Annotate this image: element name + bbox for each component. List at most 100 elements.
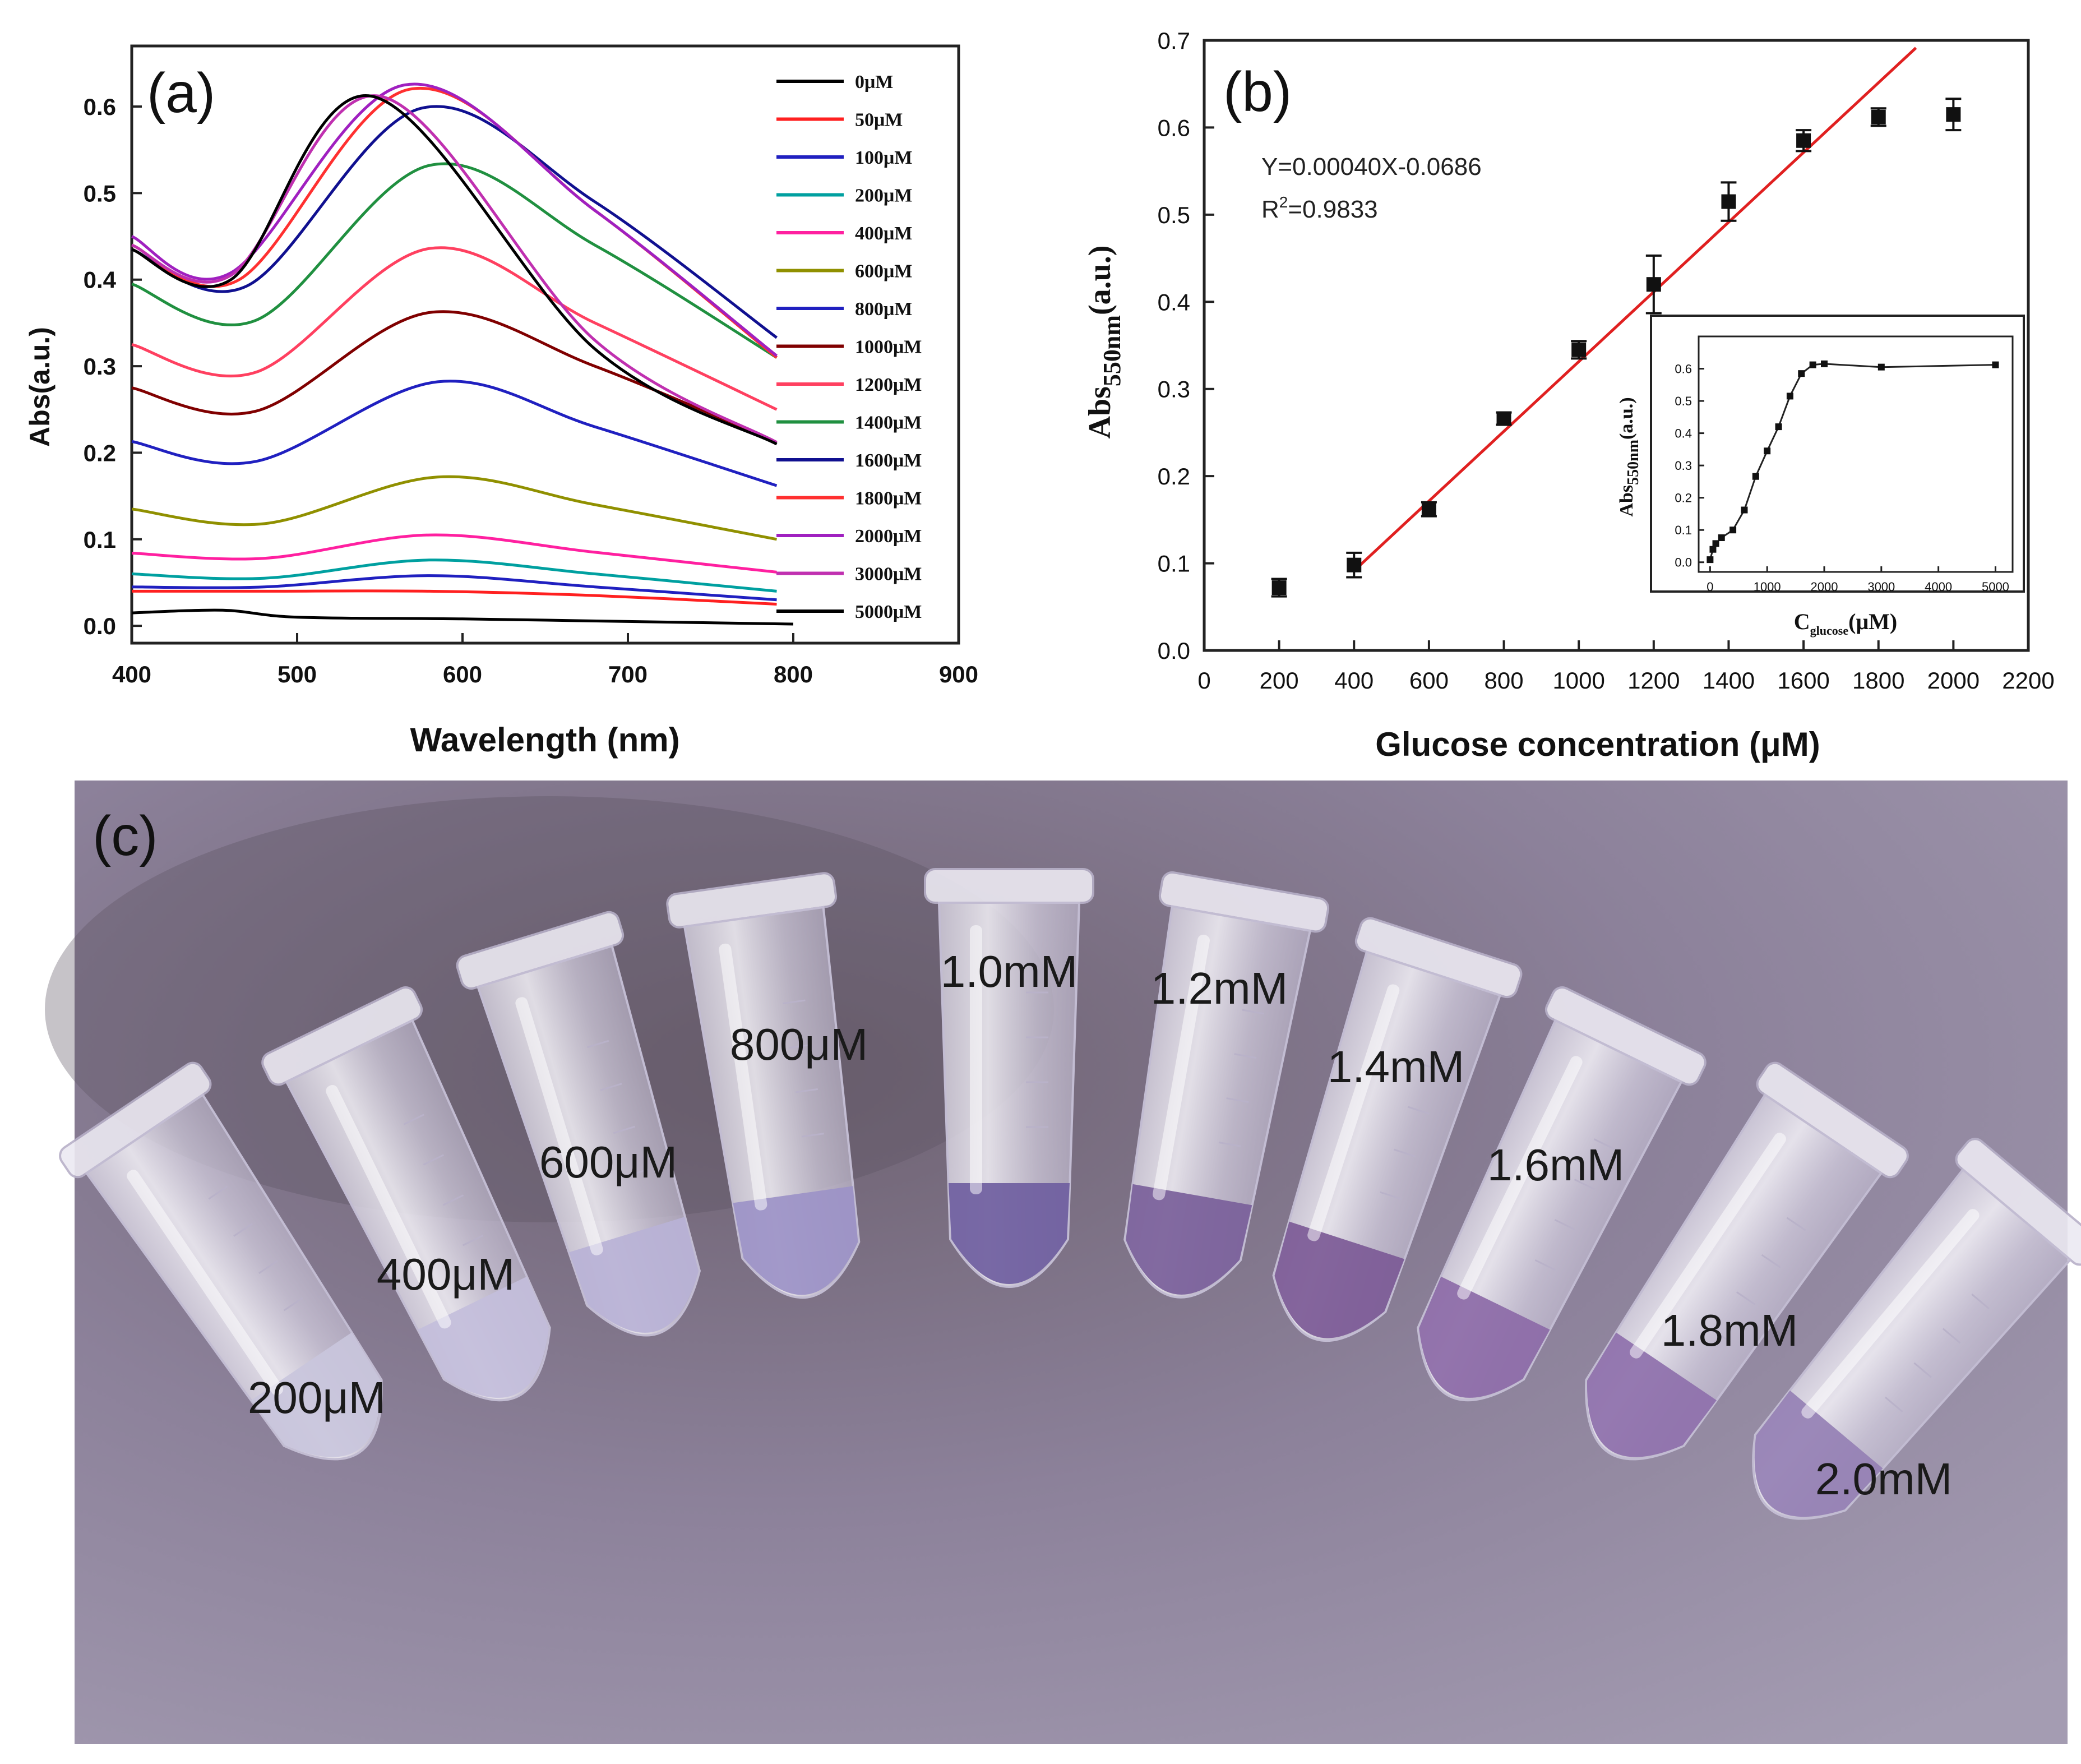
r2-prefix: R (1261, 196, 1279, 223)
tube-graduation (1534, 1259, 1556, 1271)
legend-label: 3000μM (855, 564, 922, 585)
y-tick-label: 0.4 (84, 267, 117, 293)
x-tick-label: 600 (1409, 667, 1449, 694)
inset-point (1712, 540, 1719, 547)
tube-graduation (1942, 1328, 1961, 1344)
tube-label: 200μM (248, 1373, 386, 1423)
y-tick-label: 0.5 (1158, 202, 1190, 228)
y-tick-label: 0.6 (1158, 114, 1190, 141)
panel-a-legend: 0μM 50μM 100μM 200μM 400μM 600μM 800μM 1000μM 12… (776, 72, 922, 622)
x-tick-label: 1600 (1777, 667, 1829, 694)
spectrum-line (131, 246, 778, 411)
inset-y-label-suffix: (a.u.) (1616, 397, 1637, 440)
legend-label: 1400μM (855, 413, 922, 433)
panel-c-tube-photo: 200μM 400μM 600μM 800μM 1.0mM 1.2mM 1.4mM 1.6mM… (45, 781, 2081, 1744)
tube-graduation (1218, 1141, 1241, 1147)
inset-point (1741, 506, 1748, 514)
inset-point (1707, 556, 1714, 564)
tube-row: 200μM 400μM 600μM 800μM 1.0mM 1.2mM 1.4mM 1.6mM… (59, 868, 2081, 1520)
tube-highlight (719, 943, 767, 1211)
spectrum-line (131, 558, 777, 593)
panel-a-x-axis-label: Wavelength (nm) (410, 721, 679, 759)
data-point (1271, 580, 1287, 595)
inset-x-tick-label: 2000 (1811, 580, 1838, 594)
inset-point (1786, 392, 1793, 400)
tube-highlight (1307, 984, 1400, 1241)
inset-y-axis-label: Abs550nm(a.u.) (1616, 397, 1642, 516)
tube (924, 868, 1094, 1288)
inset-point (1877, 363, 1885, 371)
y-tick-label: 0.5 (84, 180, 116, 206)
inset-x-label-suffix: (μM) (1848, 609, 1897, 634)
tube-graduation (1226, 1097, 1249, 1103)
x-tick-label: 2000 (1927, 667, 1980, 694)
legend-label: 400μM (855, 223, 912, 244)
legend-label: 1600μM (855, 450, 922, 471)
tube-graduation (283, 1297, 303, 1312)
x-tick-label: 900 (939, 661, 978, 687)
spectrum-line (131, 475, 777, 541)
tube-liquid (1274, 1221, 1405, 1338)
legend-label: 50μM (855, 110, 903, 131)
legend-label: 1800μM (855, 488, 922, 509)
inset-x-label-sub: glucose (1810, 624, 1849, 638)
tube-graduation (1421, 1063, 1444, 1072)
inset-x-axis-label: Cglucose(μM) (1794, 609, 1897, 638)
x-tick-label: 600 (443, 661, 482, 687)
y-tick-label: 0.4 (1158, 289, 1190, 315)
legend-label: 0μM (855, 72, 893, 93)
panel-b-inset-chart: 0 1000 2000 3000 4000 5000 0.0 0.1 0.2 0.3 0.4 0.5 0… (1616, 315, 2025, 638)
tube-liquid (949, 1183, 1070, 1284)
tube-highlight (1153, 935, 1210, 1200)
y-tick-label: 0.6 (84, 94, 116, 120)
spectrum-line (131, 86, 778, 359)
spectrum-line (131, 574, 777, 602)
x-tick-label: 1000 (1552, 667, 1604, 694)
tube-liquid (418, 1276, 549, 1398)
tube-graduation (587, 1040, 609, 1049)
spectrum-line (131, 94, 778, 446)
panel-a-spectra-lines (131, 82, 794, 626)
inset-x-tick-label: 0 (1707, 580, 1713, 594)
inset-y-label-main: Abs (1616, 485, 1637, 517)
inset-data-line (1707, 360, 1999, 564)
tube-graduation (258, 1260, 278, 1274)
x-tick-label: 1800 (1852, 667, 1904, 694)
tube-cap (924, 868, 1094, 904)
tube-graduation (462, 1235, 484, 1246)
inset-y-tick-label: 0.3 (1675, 459, 1692, 473)
tube-graduation (442, 1194, 464, 1206)
panel-b-fit-equation: Y=0.00040X-0.0686 (1261, 153, 1482, 181)
data-point (1571, 342, 1587, 357)
tube-graduation (613, 1125, 636, 1134)
y-tick-label: 0.0 (84, 613, 116, 639)
tube-label: 2.0mM (1815, 1454, 1953, 1504)
tube-highlight (1630, 1133, 1786, 1359)
inset-y-tick-label: 0.6 (1675, 362, 1692, 376)
tube-liquid (1419, 1276, 1550, 1398)
data-point (1721, 194, 1736, 209)
y-tick-label: 0.7 (1158, 27, 1190, 54)
inset-axes: 0 1000 2000 3000 4000 5000 0.0 0.1 0.2 0.3 0.4 0.5 0… (1675, 335, 2014, 594)
tube-label: 1.8mM (1661, 1305, 1798, 1355)
tube-graduation (600, 1083, 622, 1091)
spectrum-line (131, 533, 777, 574)
y-tick-label: 0.1 (84, 527, 116, 553)
x-tick-label: 2200 (2002, 667, 2054, 694)
data-point (1421, 502, 1436, 517)
tube-liquid (733, 1186, 858, 1295)
inset-point (1718, 534, 1725, 542)
tube-graduation (1913, 1362, 1932, 1378)
tube-graduation (1711, 1328, 1731, 1343)
r2-value: =0.9833 (1288, 196, 1377, 223)
spectrum-line (131, 162, 778, 359)
tube (59, 1061, 383, 1461)
tube-graduation (1885, 1396, 1903, 1412)
tube-graduation (1394, 1148, 1416, 1157)
inset-x-label-main: C (1794, 609, 1810, 634)
x-tick-label: 700 (608, 661, 648, 687)
y-tick-label: 0.3 (84, 353, 116, 380)
spectrum-line (131, 94, 778, 444)
spectrum-line (131, 380, 778, 487)
legend-label: 200μM (855, 186, 912, 206)
